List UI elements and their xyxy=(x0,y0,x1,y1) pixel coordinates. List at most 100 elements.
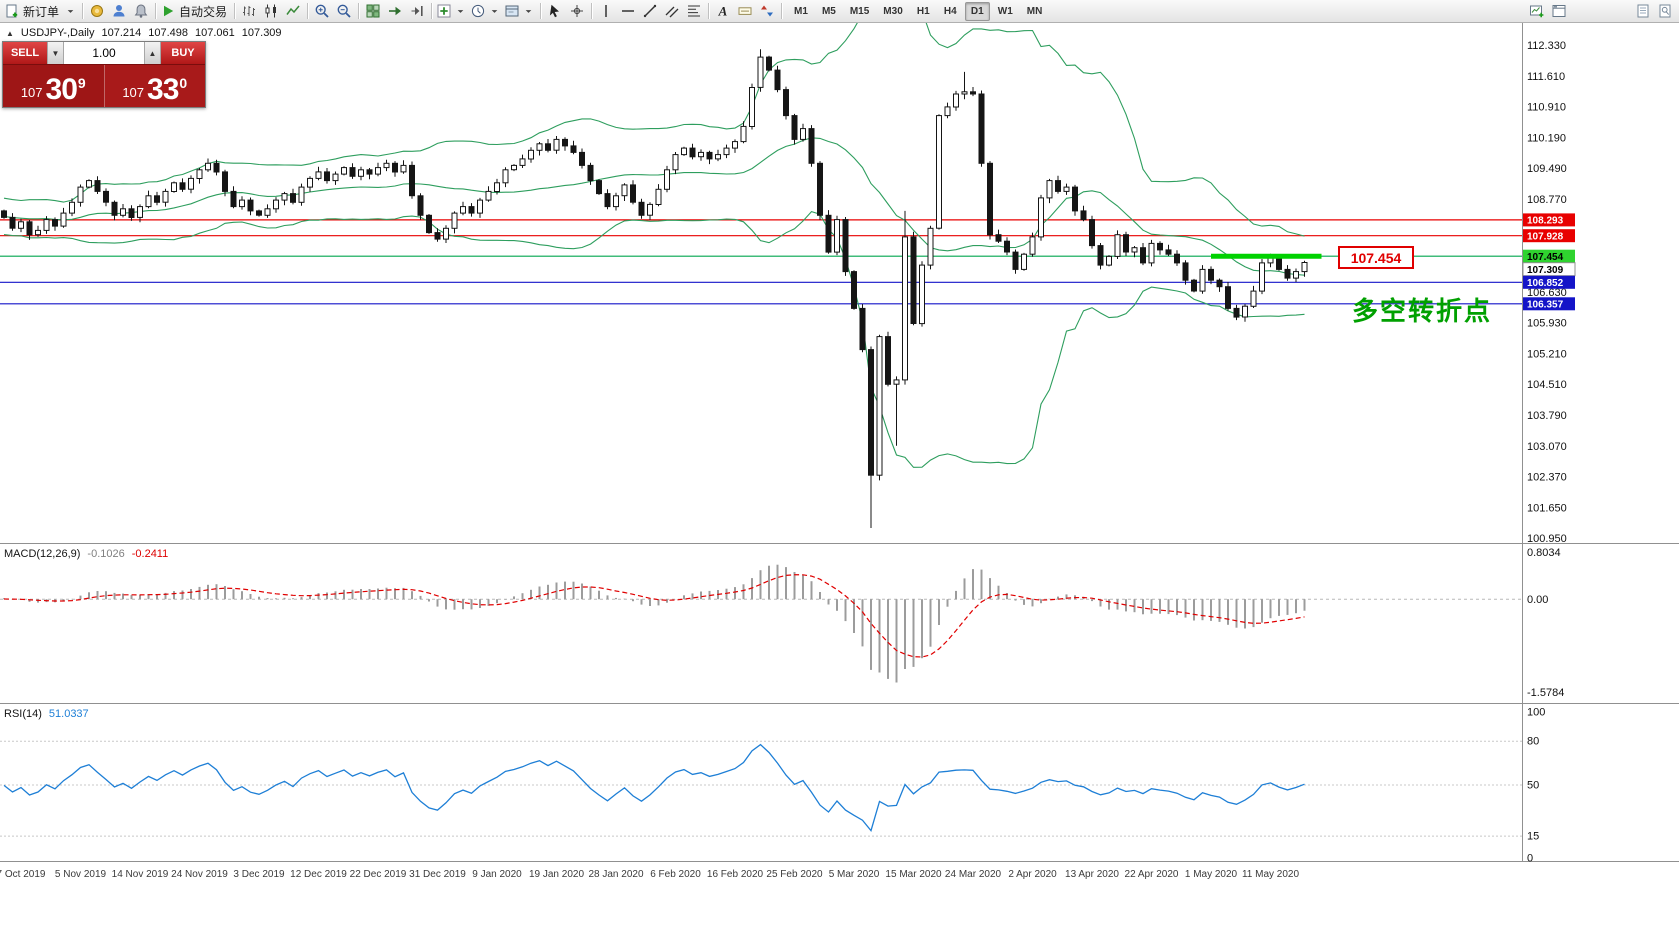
timeframe-w1-button[interactable]: W1 xyxy=(997,5,1013,17)
bars-chart-button[interactable] xyxy=(238,0,260,22)
date-axis-label: 19 Jan 2020 xyxy=(529,869,584,880)
one-click-trading-widget: SELL ▼ 1.00 ▲ BUY 107 30 9 107 33 0 xyxy=(2,41,206,108)
buy-price-display[interactable]: 107 33 0 xyxy=(104,65,205,107)
chart-symbol-period: USDJPY-,Daily xyxy=(20,27,95,39)
volume-input[interactable]: 1.00 xyxy=(64,42,144,64)
timeframe-m15-button[interactable]: M15 xyxy=(849,5,870,17)
volume-increase-button[interactable]: ▲ xyxy=(144,42,161,64)
window-menu-button[interactable] xyxy=(1548,0,1570,22)
channel-icon xyxy=(664,3,680,19)
new-chart-button[interactable] xyxy=(1526,0,1548,22)
timeframe-m30-button[interactable]: M30 xyxy=(883,5,903,17)
rsi-value: 51.0337 xyxy=(48,708,89,720)
metaeditor-button[interactable] xyxy=(86,0,108,22)
periods-button[interactable] xyxy=(469,0,503,22)
toolbar-separator xyxy=(358,3,360,19)
volume-decrease-button[interactable]: ▼ xyxy=(47,42,64,64)
zoom-out-button[interactable] xyxy=(333,0,355,22)
templates-button[interactable] xyxy=(503,0,537,22)
rsi-scale-label: 100 xyxy=(1527,707,1545,719)
macd-panel[interactable] xyxy=(0,564,1522,683)
zoom-in-button[interactable] xyxy=(311,0,333,22)
crosshair-button[interactable] xyxy=(566,0,588,22)
vertical-line-button[interactable] xyxy=(595,0,617,22)
sell-price-pips: 30 xyxy=(45,72,78,106)
sell-button[interactable]: SELL xyxy=(3,42,47,64)
navigator-button[interactable] xyxy=(1654,0,1676,22)
sell-price-figure: 107 xyxy=(20,85,43,100)
candles-chart-button[interactable] xyxy=(260,0,282,22)
chart-shift-button[interactable] xyxy=(406,0,428,22)
rsi-label: RSI(14) xyxy=(4,708,42,720)
profiles-button[interactable] xyxy=(108,0,130,22)
price-tag-value: 107.454 xyxy=(1527,252,1564,263)
rsi-scale-label: 50 xyxy=(1527,780,1539,792)
price-scale-label: 105.930 xyxy=(1527,317,1567,329)
text-button[interactable]: A xyxy=(712,0,734,22)
macd-signal-value: -0.2411 xyxy=(131,548,169,560)
indicators-button[interactable] xyxy=(435,0,469,22)
chevron-down-icon xyxy=(452,3,468,19)
rsi-panel[interactable] xyxy=(0,740,1522,837)
price-scale-label: 103.790 xyxy=(1527,410,1567,422)
sell-price-display[interactable]: 107 30 9 xyxy=(3,65,105,107)
arrows-button[interactable] xyxy=(756,0,778,22)
timeframe-h4-button[interactable]: H4 xyxy=(943,5,957,17)
date-axis-label: 24 Nov 2019 xyxy=(171,869,228,880)
channel-button[interactable] xyxy=(661,0,683,22)
macd-header: MACD(12,26,9) -0.1026 -0.2411 xyxy=(4,548,168,560)
date-axis-label: 28 Jan 2020 xyxy=(588,869,643,880)
price-tag-value: 106.852 xyxy=(1527,278,1564,289)
chart-open-value: 107.214 xyxy=(101,27,142,39)
tile-windows-icon xyxy=(365,3,381,19)
price-tag-value: 108.293 xyxy=(1527,216,1564,227)
new-order-button[interactable]: 新订单 xyxy=(3,0,79,22)
timeframe-mn-button[interactable]: MN xyxy=(1026,5,1043,17)
indicators-icon xyxy=(436,3,452,19)
turning-point-annotation-text[interactable]: 多空转折点 xyxy=(1352,296,1493,326)
price-annotation-box[interactable]: 107.454 xyxy=(1338,246,1414,269)
navigator-icon xyxy=(1657,3,1673,19)
macd-scale-label: 0.8034 xyxy=(1527,547,1561,559)
price-scale-label: 103.070 xyxy=(1527,441,1567,453)
timeframe-m5-button[interactable]: M5 xyxy=(821,5,836,17)
price-scale[interactable]: 112.330 111.610 110.910 110.190 109.490 108.7… xyxy=(1522,40,1576,545)
date-axis-label: 5 Nov 2019 xyxy=(55,869,107,880)
metaeditor-icon xyxy=(89,3,105,19)
timeframe-h1-button[interactable]: H1 xyxy=(916,5,930,17)
trendline-icon xyxy=(642,3,658,19)
autotrading-button[interactable]: 自动交易 xyxy=(159,0,231,22)
date-axis-label: 1 May 2020 xyxy=(1185,869,1238,880)
collapse-one-click-icon[interactable]: ▲ xyxy=(6,28,14,38)
cursor-icon xyxy=(547,3,563,19)
text-label-icon xyxy=(737,3,753,19)
alerts-button[interactable] xyxy=(130,0,152,22)
sell-price-point: 9 xyxy=(77,75,86,91)
date-axis-label: 22 Apr 2020 xyxy=(1125,869,1179,880)
price-tag-value: 106.357 xyxy=(1527,300,1564,311)
price-scale-label: 112.330 xyxy=(1527,40,1566,52)
fibonacci-button[interactable] xyxy=(683,0,705,22)
text-icon: A xyxy=(715,3,731,19)
horizontal-line-button[interactable] xyxy=(617,0,639,22)
cursor-button[interactable] xyxy=(544,0,566,22)
rsi-scale-label: 0 xyxy=(1527,853,1533,865)
timeframe-d1-button[interactable]: D1 xyxy=(964,1,990,21)
auto-scroll-button[interactable] xyxy=(384,0,406,22)
date-axis-label: 7 Oct 2019 xyxy=(0,869,46,880)
toolbar-separator xyxy=(234,3,236,19)
date-axis[interactable]: 7 Oct 2019 5 Nov 2019 14 Nov 2019 24 Nov 20… xyxy=(0,869,1299,880)
tile-windows-button[interactable] xyxy=(362,0,384,22)
buy-button[interactable]: BUY xyxy=(161,42,205,64)
timeframe-m1-button[interactable]: M1 xyxy=(794,5,808,17)
date-axis-label: 6 Feb 2020 xyxy=(650,869,701,880)
text-label-button[interactable] xyxy=(734,0,756,22)
date-axis-label: 3 Dec 2019 xyxy=(233,869,285,880)
data-window-button[interactable] xyxy=(1632,0,1654,22)
trendline-button[interactable] xyxy=(639,0,661,22)
macd-scale-label: 0.00 xyxy=(1527,594,1548,606)
new-order-icon xyxy=(4,3,20,19)
main-price-panel[interactable] xyxy=(0,0,1522,528)
line-chart-button[interactable] xyxy=(282,0,304,22)
